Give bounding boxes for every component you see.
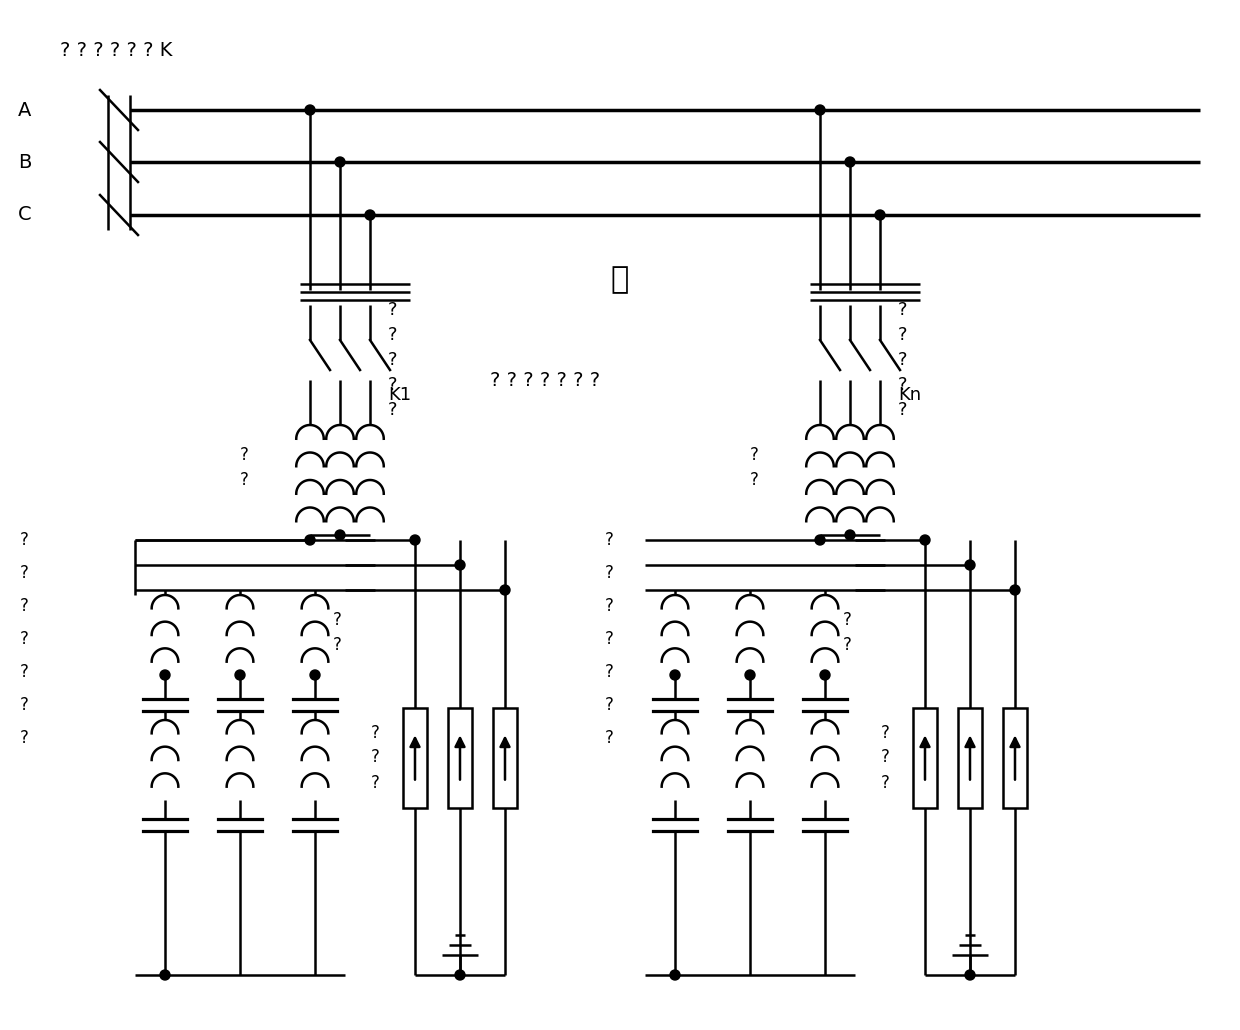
Text: ?: ? <box>605 729 614 747</box>
Text: Kn: Kn <box>898 386 921 404</box>
Bar <box>1003 708 1027 808</box>
Bar <box>494 708 517 808</box>
Text: ?: ? <box>371 774 379 791</box>
Circle shape <box>745 670 755 680</box>
Text: 廈: 廈 <box>611 266 629 295</box>
Text: ?: ? <box>605 564 614 582</box>
Text: ?: ? <box>882 749 890 766</box>
Bar <box>959 708 982 808</box>
Circle shape <box>500 585 510 595</box>
Text: ?: ? <box>371 723 379 742</box>
Circle shape <box>1011 585 1021 595</box>
Text: ?: ? <box>605 630 614 648</box>
Circle shape <box>236 670 246 680</box>
Text: ?: ? <box>843 636 852 654</box>
Text: ?: ? <box>20 696 29 714</box>
Circle shape <box>965 560 975 570</box>
Text: ?: ? <box>334 636 342 654</box>
Circle shape <box>310 670 320 680</box>
Circle shape <box>844 157 856 167</box>
Text: K1: K1 <box>388 386 412 404</box>
Text: ?: ? <box>241 446 249 464</box>
Text: ?: ? <box>20 597 29 615</box>
Text: ?: ? <box>898 401 908 419</box>
Circle shape <box>160 670 170 680</box>
Circle shape <box>920 535 930 545</box>
Text: ?: ? <box>241 471 249 489</box>
Text: ?: ? <box>898 351 908 369</box>
Text: ?: ? <box>882 723 890 742</box>
Text: B: B <box>19 152 31 172</box>
Text: ?: ? <box>605 597 614 615</box>
Circle shape <box>820 670 830 680</box>
Bar <box>403 708 427 808</box>
Circle shape <box>335 157 345 167</box>
Circle shape <box>670 970 680 980</box>
Circle shape <box>305 535 315 545</box>
Text: ?: ? <box>898 301 908 319</box>
Text: ?: ? <box>388 351 398 369</box>
Text: ?: ? <box>388 376 398 394</box>
Circle shape <box>455 560 465 570</box>
Text: ? ? ? ? ? ? ?: ? ? ? ? ? ? ? <box>490 371 600 389</box>
Text: A: A <box>19 101 31 119</box>
Text: ?: ? <box>20 531 29 549</box>
Circle shape <box>670 670 680 680</box>
Bar <box>448 708 472 808</box>
Text: ?: ? <box>388 327 398 344</box>
Text: C: C <box>19 206 32 225</box>
Text: ?: ? <box>605 696 614 714</box>
Circle shape <box>844 530 856 540</box>
Text: ?: ? <box>898 327 908 344</box>
Text: ?: ? <box>371 749 379 766</box>
Text: ?: ? <box>388 301 398 319</box>
Text: ?: ? <box>334 611 342 629</box>
Circle shape <box>305 105 315 115</box>
Circle shape <box>815 105 825 115</box>
Text: ?: ? <box>605 531 614 549</box>
Text: ?: ? <box>388 401 398 419</box>
Bar <box>913 708 937 808</box>
Circle shape <box>365 210 374 220</box>
Circle shape <box>455 970 465 980</box>
Text: ?: ? <box>20 663 29 681</box>
Text: ?: ? <box>750 446 759 464</box>
Circle shape <box>410 535 420 545</box>
Text: ?: ? <box>20 564 29 582</box>
Circle shape <box>815 535 825 545</box>
Text: ?: ? <box>882 774 890 791</box>
Circle shape <box>160 970 170 980</box>
Text: ?: ? <box>898 376 908 394</box>
Text: ?: ? <box>20 729 29 747</box>
Text: ?: ? <box>605 663 614 681</box>
Circle shape <box>875 210 885 220</box>
Text: ?: ? <box>843 611 852 629</box>
Text: ?: ? <box>20 630 29 648</box>
Circle shape <box>335 530 345 540</box>
Text: ? ? ? ? ? ? K: ? ? ? ? ? ? K <box>60 40 172 60</box>
Text: ?: ? <box>750 471 759 489</box>
Circle shape <box>965 970 975 980</box>
